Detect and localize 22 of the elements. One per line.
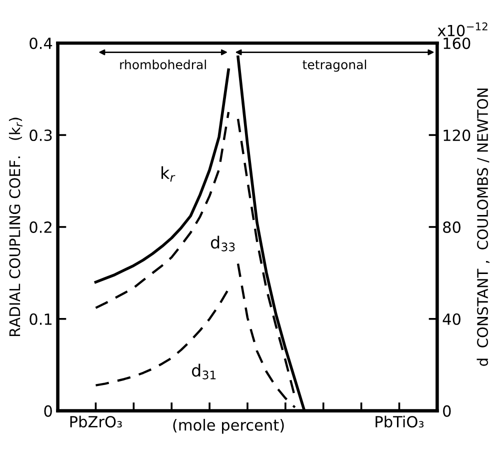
y-tick-label: 0.2 <box>30 221 52 233</box>
annotation: rhombohedral <box>120 60 206 70</box>
y-axis-title: RADIAL COUPLING COEF. (k$_{r}$) <box>8 118 22 336</box>
line-series <box>94 288 230 386</box>
text: x10$^{−12}$ <box>438 22 488 36</box>
y-tick-label: 0.4 <box>30 38 52 50</box>
series-label: k$_{r}$ <box>162 166 176 182</box>
x-tick-label: PbTiO₃ <box>376 416 424 428</box>
y2-tick-label: 160 <box>444 38 470 50</box>
x-axis-title: (mole percent) <box>173 418 284 434</box>
y-tick-label: 0.3 <box>30 130 52 142</box>
x-tick-label: PbZrO₃ <box>70 416 122 428</box>
y2-tick-label: 40 <box>442 313 460 325</box>
y2-tick-label: 0 <box>443 405 451 417</box>
y-tick-label: 0 <box>44 405 52 417</box>
y2-axis-title: d CONSTANT , COULOMBS / NEWTON <box>476 88 490 366</box>
y2-tick-label: 80 <box>443 221 460 233</box>
y2-tick-label: 120 <box>444 130 470 142</box>
series-label: d$_{31}$ <box>192 364 216 380</box>
series-label: d$_{33}$ <box>210 236 235 252</box>
annotation: tetragonal <box>302 60 366 72</box>
y-tick-label: 0.1 <box>30 313 52 325</box>
